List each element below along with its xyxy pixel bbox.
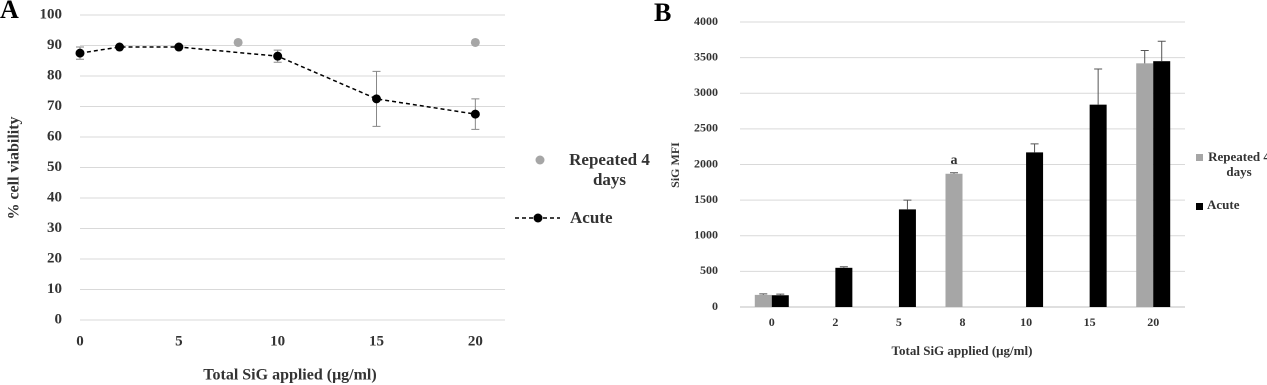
y-tick-label: 70 (47, 98, 62, 114)
y-tick-label: 2500 (694, 121, 718, 135)
panel-label: B (654, 0, 671, 27)
data-point (470, 109, 480, 119)
bar (1136, 63, 1154, 308)
x-tick-label: 0 (76, 333, 84, 349)
y-tick-label: 0 (55, 311, 63, 327)
y-tick-label: 100 (40, 6, 63, 22)
x-tick-label: 2 (832, 315, 838, 329)
x-tick-label: 15 (369, 333, 384, 349)
annotation: a (951, 153, 958, 168)
x-tick-label: 8 (960, 315, 966, 329)
error-bar (903, 199, 912, 210)
y-tick-label: 1500 (694, 192, 718, 206)
y-tick-label: 0 (712, 299, 718, 313)
data-point (372, 94, 382, 104)
y-tick-label: 60 (47, 128, 62, 144)
bar (1026, 152, 1044, 307)
error-bar (776, 293, 785, 296)
data-point (75, 48, 85, 58)
error-bar (1094, 68, 1103, 105)
x-tick-label: 10 (1020, 315, 1032, 329)
x-axis-title: Total SiG applied (μg/ml) (203, 367, 376, 384)
y-tick-label: 500 (700, 263, 718, 277)
y-tick-label: 20 (47, 250, 62, 266)
x-axis-title: Total SiG applied (μg/ml) (892, 343, 1033, 358)
bar (754, 294, 772, 307)
x-tick-label: 20 (1147, 315, 1159, 329)
y-tick-label: 80 (47, 67, 62, 83)
error-bar (1157, 40, 1166, 62)
data-point (273, 51, 283, 61)
legend-label: Acute (1207, 197, 1240, 212)
bar (945, 173, 963, 307)
legend-marker (535, 155, 545, 165)
y-tick-label: 4000 (694, 14, 718, 28)
bar (835, 267, 853, 307)
y-tick-label: 30 (47, 220, 62, 236)
legend-marker (533, 213, 543, 223)
bar (898, 209, 916, 307)
data-point (233, 37, 243, 47)
data-point (174, 42, 184, 52)
bar (771, 295, 789, 307)
legend-label: Repeated 4 days (569, 150, 650, 189)
data-point (115, 42, 125, 52)
error-bar (839, 266, 848, 268)
y-tick-label: 40 (47, 189, 62, 205)
legend-label: Repeated 4 days (1208, 149, 1267, 179)
y-tick-label: 3000 (694, 85, 718, 99)
x-tick-label: 5 (896, 315, 902, 329)
y-axis-title: SiG MFI (668, 142, 682, 188)
y-tick-label: 10 (47, 281, 62, 297)
y-tick-label: 2000 (694, 156, 718, 170)
error-bar (1140, 50, 1149, 64)
y-axis-title: % cell viability (6, 116, 23, 219)
series-line (79, 46, 476, 115)
bar (1089, 104, 1107, 308)
x-tick-label: 15 (1084, 315, 1096, 329)
x-tick-label: 5 (175, 333, 183, 349)
error-bar (1030, 143, 1039, 153)
legend-marker (1196, 154, 1203, 161)
y-tick-label: 90 (47, 37, 62, 53)
error-bar (950, 172, 958, 174)
y-tick-label: 3500 (694, 49, 718, 63)
x-tick-label: 10 (270, 333, 285, 349)
data-point (470, 37, 480, 47)
panel-label: A (0, 0, 19, 24)
x-tick-label: 0 (769, 315, 775, 329)
y-tick-label: 1000 (694, 228, 718, 242)
legend-marker (1196, 203, 1203, 210)
error-bar (759, 293, 768, 295)
bar (1153, 61, 1171, 307)
legend-label: Acute (570, 208, 613, 227)
y-tick-label: 50 (47, 159, 62, 175)
x-tick-label: 20 (468, 333, 483, 349)
